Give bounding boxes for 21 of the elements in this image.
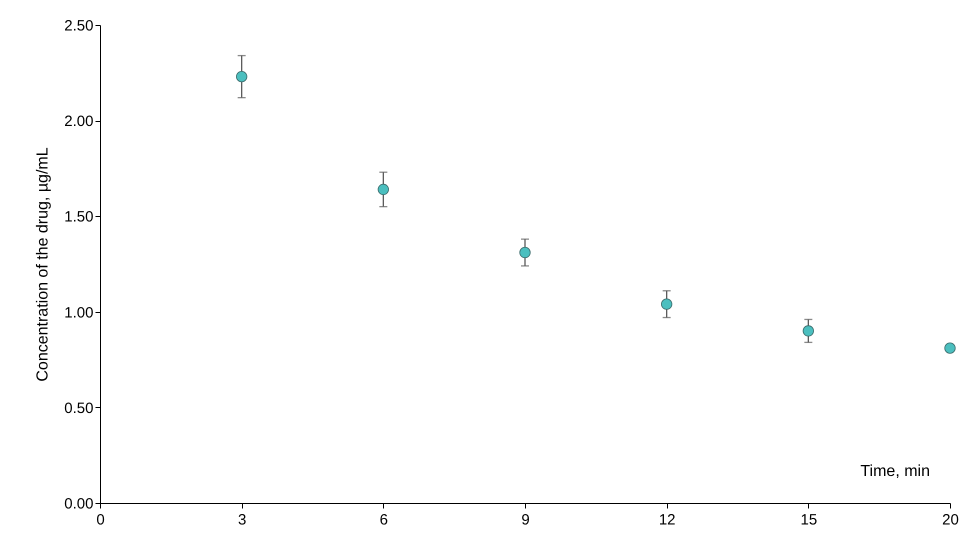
y-tick-label: 0.50 — [64, 400, 94, 417]
x-tick-label: 15 — [800, 512, 818, 528]
x-tick-label: 0 — [96, 512, 105, 528]
point — [944, 342, 956, 354]
y-tick-label: 2.00 — [64, 113, 94, 130]
y-tick-label: 1.00 — [64, 304, 94, 322]
x-tick-label: 3 — [238, 512, 246, 528]
x-tick-label: 6 — [380, 512, 388, 528]
point — [378, 184, 389, 196]
point — [802, 325, 814, 337]
point — [519, 246, 531, 258]
x-tick-label: 9 — [521, 512, 530, 528]
x-axis-title: Time, min — [860, 463, 930, 480]
y-tick-label: 0.00 — [64, 496, 94, 512]
point — [661, 298, 672, 310]
y-tick-label: 2.50 — [64, 18, 94, 34]
x-tick-label: 20 — [942, 512, 959, 528]
point — [236, 70, 248, 82]
y-tick-label: 1.50 — [64, 208, 94, 226]
y-axis-title: Concentration of the drug, µg/mL — [34, 147, 52, 382]
x-tick-label: 12 — [658, 512, 676, 528]
